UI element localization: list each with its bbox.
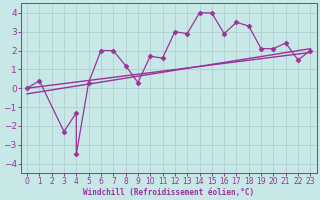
X-axis label: Windchill (Refroidissement éolien,°C): Windchill (Refroidissement éolien,°C) <box>83 188 254 197</box>
